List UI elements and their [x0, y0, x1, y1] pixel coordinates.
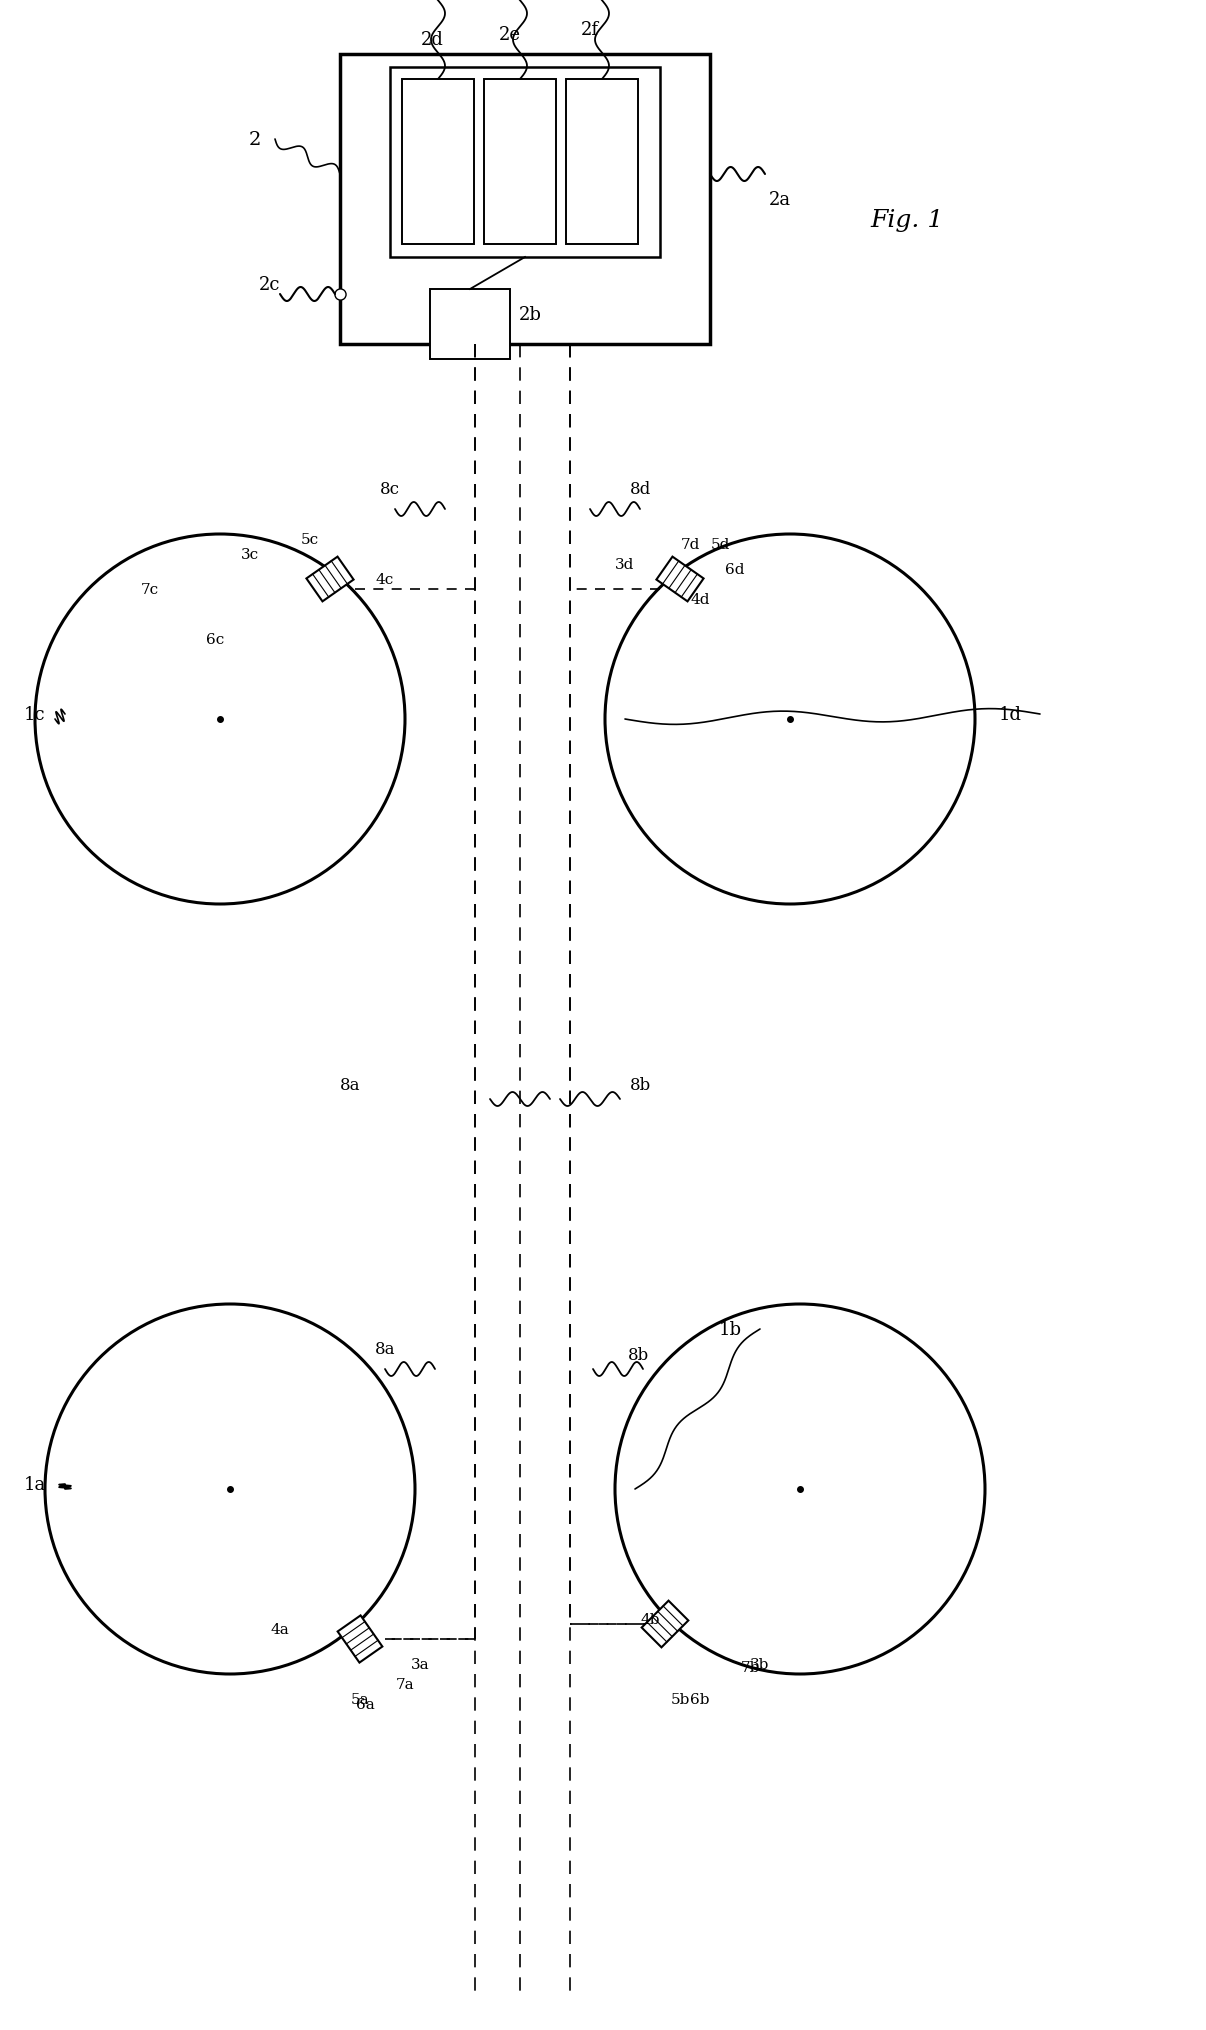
Text: 4a: 4a: [270, 1622, 289, 1636]
Text: 8d: 8d: [630, 481, 650, 497]
Text: 6b: 6b: [690, 1693, 710, 1705]
Text: 8b: 8b: [630, 1076, 650, 1092]
Text: 7b: 7b: [740, 1661, 760, 1675]
Text: 6a: 6a: [356, 1697, 374, 1711]
Text: 1c: 1c: [24, 706, 46, 723]
Text: 7a: 7a: [396, 1677, 415, 1691]
Text: 5c: 5c: [302, 532, 320, 546]
Text: 6c: 6c: [206, 633, 224, 648]
Text: 4c: 4c: [376, 572, 394, 587]
Text: Fig. 1: Fig. 1: [870, 209, 943, 231]
Text: 7c: 7c: [141, 583, 159, 597]
Bar: [656, 558, 703, 603]
Bar: [306, 558, 353, 603]
Bar: [431, 290, 510, 359]
Text: 2: 2: [248, 132, 262, 148]
Text: 3a: 3a: [411, 1656, 429, 1671]
Text: 2e: 2e: [499, 26, 521, 45]
Text: 8c: 8c: [380, 481, 400, 497]
Text: 3b: 3b: [750, 1656, 769, 1671]
Bar: [642, 1602, 689, 1648]
Text: 2d: 2d: [421, 30, 444, 49]
Bar: [402, 79, 474, 246]
Text: 5b: 5b: [671, 1693, 690, 1705]
Bar: [484, 79, 556, 246]
Text: 6d: 6d: [725, 562, 745, 577]
Text: 1b: 1b: [719, 1320, 742, 1338]
Text: 3d: 3d: [615, 558, 634, 572]
Text: 3c: 3c: [241, 548, 259, 562]
Text: 2a: 2a: [769, 191, 791, 209]
Text: 4d: 4d: [690, 593, 710, 607]
Text: 2f: 2f: [581, 20, 599, 39]
Text: 8a: 8a: [340, 1076, 361, 1092]
Text: 2b: 2b: [519, 307, 541, 325]
Bar: [566, 79, 638, 246]
Text: 4b: 4b: [640, 1612, 660, 1626]
Text: 1d: 1d: [999, 706, 1021, 723]
Text: 8b: 8b: [627, 1346, 649, 1362]
Bar: [340, 55, 710, 345]
Text: 5d: 5d: [710, 538, 730, 552]
Text: 5a: 5a: [351, 1693, 369, 1705]
Text: 8a: 8a: [375, 1342, 396, 1358]
Text: 1a: 1a: [24, 1476, 46, 1494]
Text: 7d: 7d: [680, 538, 699, 552]
Bar: [390, 67, 660, 258]
Text: 2c: 2c: [259, 276, 281, 294]
Bar: [338, 1616, 382, 1663]
